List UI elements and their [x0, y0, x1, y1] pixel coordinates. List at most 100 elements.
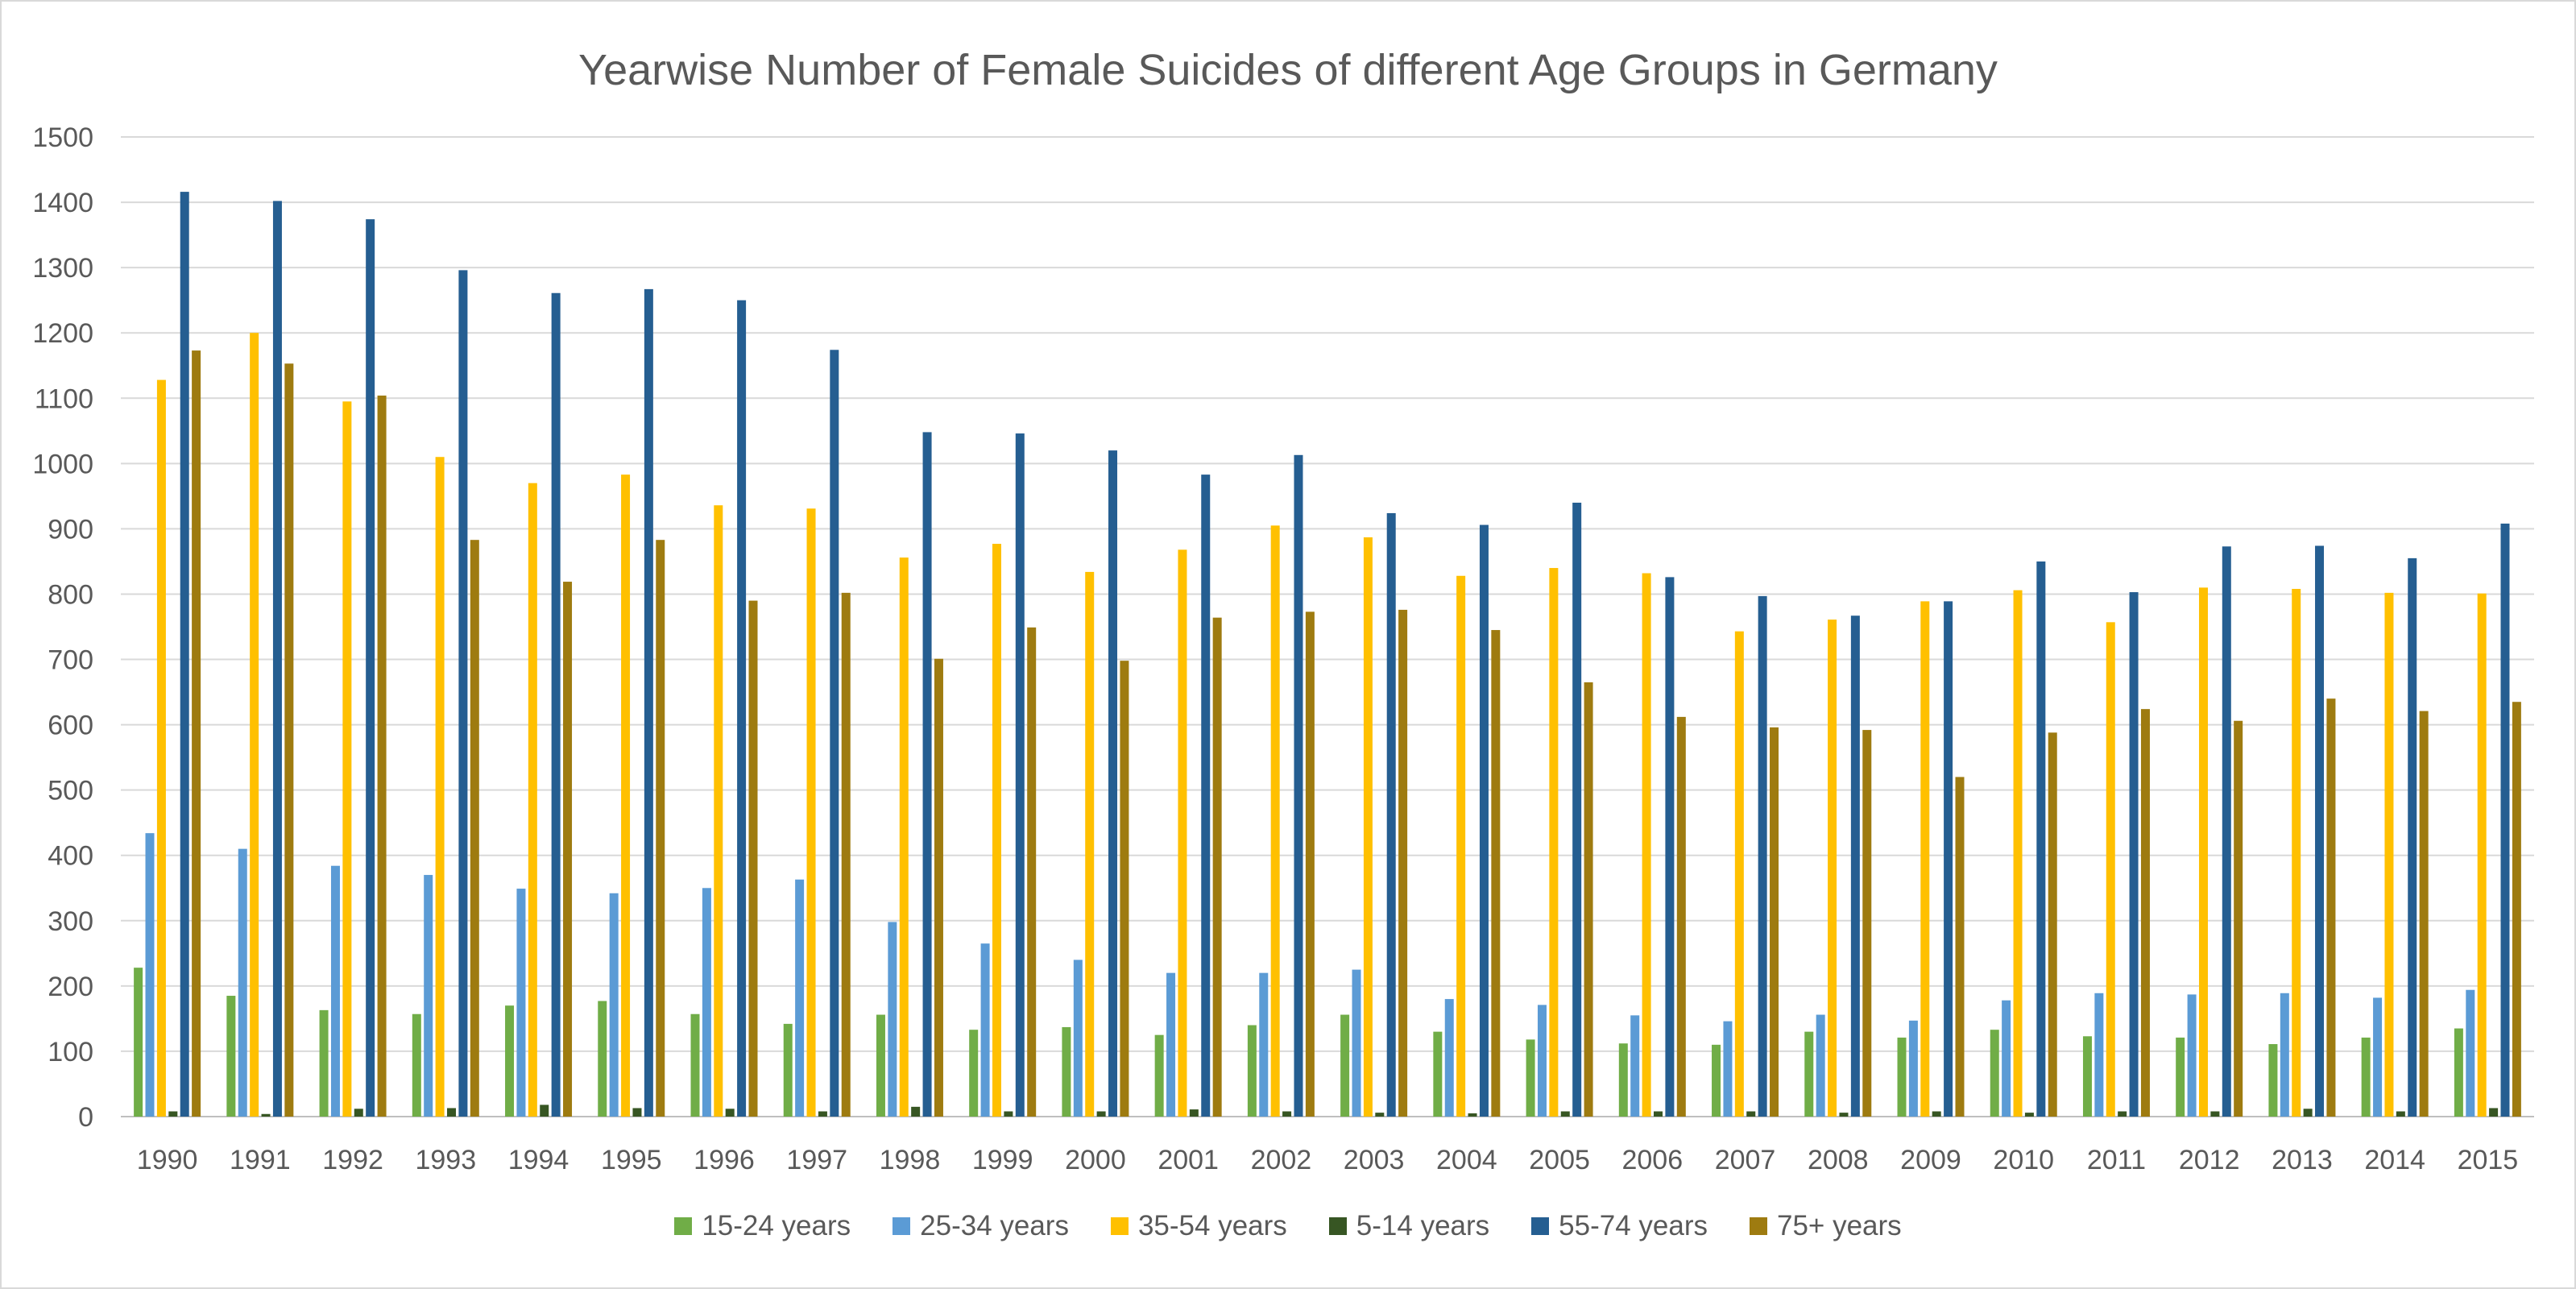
- y-tick-label: 1200: [32, 318, 93, 349]
- bar-55-74-years-2001: [1201, 475, 1211, 1117]
- bar-55-74-years-1992: [366, 219, 375, 1117]
- bar-55-74-years-2009: [1944, 601, 1953, 1117]
- bar-35-54-years-2007: [1734, 631, 1744, 1117]
- x-tick-label: 1997: [786, 1145, 847, 1175]
- legend-item: 5-14 years: [1328, 1210, 1490, 1242]
- y-tick-label: 500: [48, 776, 93, 806]
- bar-5-14-years-2012: [2210, 1111, 2220, 1117]
- bar-55-74-years-2014: [2408, 557, 2417, 1117]
- bar-35-54-years-2009: [1920, 601, 1930, 1117]
- bar-5-14-years-2011: [2118, 1111, 2127, 1117]
- bar-35-54-years-1992: [342, 401, 352, 1117]
- bar-35-54-years-2013: [2292, 588, 2301, 1117]
- bar-35-54-years-2015: [2477, 593, 2487, 1117]
- bar-25-34-years-1990: [145, 833, 155, 1117]
- bar-25-34-years-2011: [2094, 993, 2104, 1117]
- bar-5-14-years-2005: [1560, 1111, 1570, 1117]
- bar-15-24-years-1998: [876, 1014, 885, 1117]
- bar-25-34-years-1996: [702, 888, 711, 1117]
- x-tick-label: 2011: [2087, 1145, 2146, 1175]
- bar-5-14-years-1997: [818, 1111, 827, 1117]
- bar-15-24-years-1994: [505, 1005, 515, 1117]
- x-tick-label: 2004: [1436, 1145, 1497, 1175]
- bar-5-14-years-2013: [2303, 1109, 2313, 1117]
- bar-5-14-years-2007: [1746, 1111, 1756, 1117]
- bar-25-34-years-2015: [2466, 989, 2475, 1117]
- x-tick-label: 2009: [1900, 1145, 1961, 1175]
- bar-35-54-years-1990: [156, 379, 166, 1117]
- bar-15-24-years-2010: [1990, 1030, 1999, 1117]
- chart-title: Yearwise Number of Female Suicides of di…: [578, 46, 1998, 94]
- bar-15-24-years-1992: [319, 1009, 329, 1117]
- x-tick-label: 2015: [2458, 1145, 2519, 1175]
- x-tick-label: 2002: [1251, 1145, 1312, 1175]
- bar-25-34-years-2003: [1352, 969, 1361, 1117]
- bar-55-74-years-2000: [1108, 450, 1118, 1117]
- bar-75-years-1992: [377, 396, 387, 1117]
- bar-5-14-years-2008: [1839, 1113, 1849, 1117]
- x-tick-label: 2001: [1158, 1145, 1219, 1175]
- y-tick-label: 600: [48, 711, 93, 741]
- y-tick-label: 1500: [32, 122, 93, 153]
- bar-25-34-years-2008: [1816, 1014, 1825, 1117]
- y-tick-label: 900: [48, 514, 93, 545]
- bar-15-24-years-2012: [2176, 1037, 2185, 1117]
- bar-55-74-years-2013: [2315, 545, 2325, 1117]
- y-tick-label: 200: [48, 972, 93, 1002]
- bar-55-74-years-1996: [737, 300, 747, 1117]
- x-tick-label: 1996: [694, 1145, 755, 1175]
- bar-5-14-years-2006: [1654, 1111, 1663, 1117]
- bar-15-24-years-2001: [1154, 1034, 1164, 1117]
- x-tick-label: 2000: [1065, 1145, 1126, 1175]
- bar-5-14-years-1993: [447, 1108, 457, 1117]
- legend-item: 25-34 years: [892, 1210, 1069, 1242]
- bar-15-24-years-2013: [2268, 1044, 2278, 1117]
- bar-25-34-years-1998: [888, 922, 897, 1117]
- bar-25-34-years-2007: [1723, 1021, 1733, 1117]
- bar-25-34-years-1997: [795, 879, 805, 1117]
- bar-25-34-years-1993: [424, 875, 433, 1117]
- bar-5-14-years-1995: [632, 1108, 642, 1117]
- x-tick-label: 2012: [2179, 1145, 2240, 1175]
- bar-55-74-years-2010: [2036, 561, 2046, 1117]
- bar-25-34-years-1995: [609, 893, 619, 1117]
- bar-75-years-1991: [284, 363, 294, 1117]
- bar-15-24-years-1993: [412, 1013, 421, 1117]
- bar-25-34-years-2009: [1908, 1020, 1918, 1117]
- legend-swatch: [1110, 1217, 1129, 1235]
- bar-55-74-years-2011: [2129, 592, 2139, 1117]
- bar-75-years-2005: [1584, 682, 1593, 1117]
- bar-5-14-years-2002: [1282, 1111, 1292, 1117]
- legend-swatch: [674, 1217, 693, 1235]
- y-tick-label: 100: [48, 1037, 93, 1067]
- bar-35-54-years-2010: [2013, 590, 2023, 1117]
- bar-25-34-years-1991: [238, 848, 247, 1117]
- bar-15-24-years-1990: [134, 968, 143, 1117]
- bar-25-34-years-2002: [1259, 972, 1269, 1117]
- bar-75-years-2013: [2326, 698, 2336, 1117]
- bar-15-24-years-1996: [690, 1013, 700, 1117]
- bar-15-24-years-2006: [1618, 1043, 1628, 1117]
- y-tick-label: 400: [48, 841, 93, 872]
- x-tick-label: 2005: [1529, 1145, 1590, 1175]
- bar-55-74-years-2003: [1386, 512, 1396, 1117]
- bar-35-54-years-1994: [528, 483, 537, 1117]
- bar-25-34-years-2006: [1630, 1015, 1640, 1117]
- bar-75-years-2011: [2140, 709, 2150, 1117]
- bar-75-years-1994: [563, 582, 573, 1117]
- bar-55-74-years-1995: [644, 288, 653, 1117]
- bar-25-34-years-1994: [516, 889, 526, 1117]
- legend-label: 5-14 years: [1356, 1210, 1490, 1241]
- bar-75-years-2015: [2512, 702, 2521, 1117]
- bar-55-74-years-1999: [1015, 433, 1025, 1117]
- y-tick-label: 1400: [32, 188, 93, 218]
- x-tick-label: 1991: [230, 1145, 291, 1175]
- bar-25-34-years-1999: [980, 943, 990, 1117]
- bar-55-74-years-1990: [180, 192, 189, 1117]
- legend-item: 35-54 years: [1110, 1210, 1287, 1242]
- bar-55-74-years-1993: [458, 270, 468, 1117]
- bar-25-34-years-2013: [2280, 993, 2289, 1117]
- x-tick-label: 2008: [1808, 1145, 1869, 1175]
- bar-5-14-years-2009: [1932, 1111, 1941, 1117]
- x-tick-label: 1999: [972, 1145, 1033, 1175]
